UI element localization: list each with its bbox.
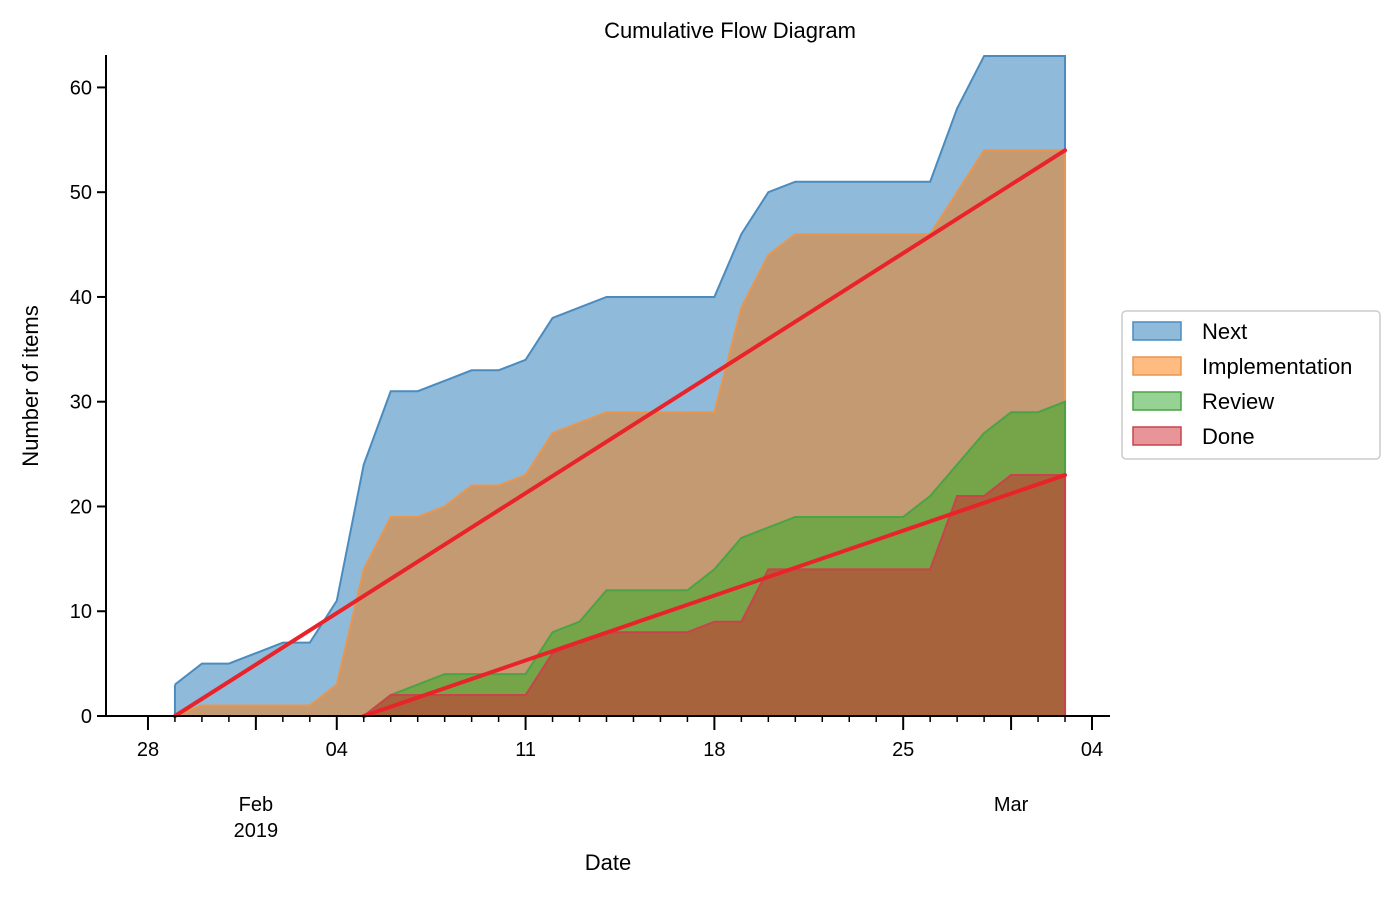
y-tick-label: 60 bbox=[70, 77, 92, 99]
x-month-label: Feb bbox=[239, 794, 273, 816]
trend-line-2 bbox=[361, 473, 1068, 718]
legend: Next Implementation Review Done bbox=[1121, 310, 1381, 460]
area-done bbox=[363, 475, 1066, 716]
x-tick-label: 25 bbox=[892, 739, 914, 761]
legend-label-implementation: Implementation bbox=[1202, 354, 1352, 379]
x-ticks: 28 04 11 18 25 04 Feb 2019 Mar bbox=[137, 716, 1103, 842]
line-implementation bbox=[174, 149, 1067, 717]
trend-lines bbox=[172, 148, 1068, 718]
y-axis-label: Number of items bbox=[18, 305, 43, 466]
trend-line-1 bbox=[172, 148, 1068, 718]
y-tick-label: 10 bbox=[70, 601, 92, 623]
y-ticks: 0 10 20 30 40 50 60 bbox=[70, 77, 106, 728]
line-done bbox=[363, 474, 1067, 717]
x-month-label: Mar bbox=[994, 794, 1029, 816]
chart-title: Cumulative Flow Diagram bbox=[604, 18, 856, 43]
x-tick-label: 28 bbox=[137, 739, 159, 761]
x-tick-label: 04 bbox=[326, 739, 348, 761]
legend-swatch-next bbox=[1132, 321, 1182, 341]
y-tick-label: 20 bbox=[70, 496, 92, 518]
y-tick-label: 30 bbox=[70, 392, 92, 414]
legend-label-next: Next bbox=[1202, 319, 1247, 344]
line-next bbox=[173, 55, 1067, 716]
legend-box bbox=[1121, 310, 1381, 460]
legend-label-done: Done bbox=[1202, 424, 1255, 449]
plot-areas bbox=[173, 55, 1067, 717]
x-tick-label: 04 bbox=[1081, 739, 1103, 761]
legend-swatch-implementation bbox=[1132, 356, 1182, 376]
legend-label-review: Review bbox=[1202, 389, 1274, 414]
x-month-label: 2019 bbox=[234, 820, 279, 842]
x-tick-label: 18 bbox=[703, 739, 725, 761]
legend-swatch-done bbox=[1132, 426, 1182, 446]
x-axis-label: Date bbox=[585, 850, 631, 875]
y-tick-label: 40 bbox=[70, 287, 92, 309]
x-tick-label: 11 bbox=[515, 739, 536, 761]
y-tick-label: 50 bbox=[70, 182, 92, 204]
legend-entries: Next Implementation Review Done bbox=[1132, 319, 1352, 449]
y-tick-label: 0 bbox=[81, 706, 92, 728]
legend-swatch-review bbox=[1132, 391, 1182, 411]
